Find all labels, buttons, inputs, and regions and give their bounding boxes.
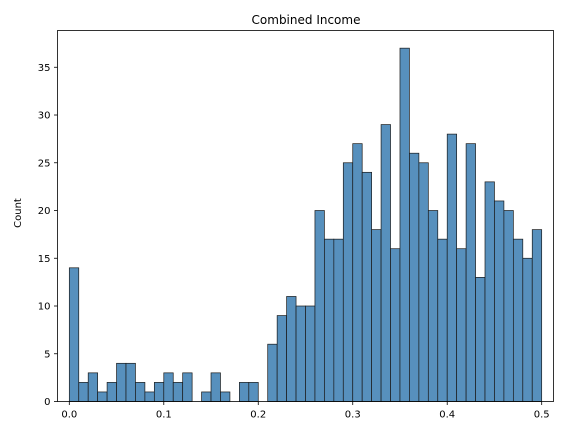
histogram-bar bbox=[182, 372, 193, 402]
histogram-bar bbox=[456, 248, 467, 402]
histogram-bar bbox=[390, 248, 401, 402]
x-tick-label: 0.2 bbox=[250, 410, 266, 421]
histogram-bar bbox=[135, 382, 146, 402]
histogram-bar bbox=[78, 382, 89, 402]
histogram-bar bbox=[144, 391, 155, 402]
histogram-bar bbox=[163, 372, 174, 402]
x-axis-ticks: 0.0 0.1 0.2 0.3 0.4 0.5 bbox=[61, 401, 550, 421]
histogram-bar bbox=[380, 124, 391, 402]
histogram-bar bbox=[361, 171, 372, 402]
histogram-bar bbox=[220, 391, 231, 402]
histogram-bar bbox=[371, 229, 382, 402]
histogram-bar bbox=[87, 372, 99, 402]
histogram-bar bbox=[522, 257, 533, 402]
histogram-bar bbox=[427, 210, 439, 402]
histogram-bar bbox=[324, 238, 335, 402]
histogram-bar bbox=[465, 143, 476, 402]
histogram-bar bbox=[475, 277, 486, 402]
histogram-bar bbox=[437, 238, 448, 402]
y-tick-label: 10 bbox=[38, 302, 51, 313]
histogram-bar bbox=[172, 382, 184, 402]
histogram-bar bbox=[239, 382, 250, 402]
x-tick-label: 0.4 bbox=[439, 410, 455, 421]
histogram-bar bbox=[201, 391, 212, 402]
histogram-bar bbox=[399, 47, 410, 402]
histogram-bar bbox=[286, 296, 297, 402]
x-tick-label: 0.0 bbox=[61, 410, 77, 421]
y-tick-label: 25 bbox=[38, 158, 51, 169]
histogram-bar bbox=[314, 210, 325, 402]
histogram-bar bbox=[494, 200, 505, 402]
histogram-bar bbox=[409, 152, 420, 402]
y-axis-ticks: 0 5 10 15 20 25 30 35 bbox=[38, 63, 58, 408]
y-axis-label: Count bbox=[13, 198, 24, 228]
histogram-bar bbox=[333, 238, 344, 402]
histogram-bar bbox=[248, 382, 259, 402]
chart-title: Combined Income bbox=[252, 13, 361, 27]
histogram-bar bbox=[295, 305, 306, 402]
plot-frame bbox=[57, 30, 554, 402]
histogram-bar bbox=[352, 143, 363, 402]
histogram-bar bbox=[153, 382, 165, 402]
histogram-bar bbox=[342, 162, 354, 402]
y-tick-label: 0 bbox=[44, 397, 50, 408]
histogram-bar bbox=[267, 343, 278, 402]
y-tick-label: 35 bbox=[38, 63, 51, 74]
histogram-bar bbox=[125, 362, 136, 402]
histogram-bar bbox=[276, 315, 287, 402]
histogram-bar bbox=[446, 133, 458, 402]
histogram-bar bbox=[503, 210, 514, 402]
histogram-bar bbox=[484, 181, 495, 402]
histogram-bar bbox=[210, 372, 221, 402]
histogram-bar bbox=[68, 267, 80, 402]
histogram-bar bbox=[305, 305, 316, 402]
histogram-bar bbox=[418, 162, 429, 402]
histogram-bar bbox=[116, 362, 127, 402]
histogram-bar bbox=[97, 391, 108, 402]
x-tick-label: 0.3 bbox=[345, 410, 361, 421]
y-tick-label: 5 bbox=[44, 349, 50, 360]
x-tick-label: 0.1 bbox=[156, 410, 172, 421]
histogram-bar bbox=[106, 382, 117, 402]
y-tick-label: 20 bbox=[38, 206, 51, 217]
histogram-bar bbox=[512, 238, 524, 402]
y-tick-label: 30 bbox=[38, 111, 51, 122]
y-tick-label: 15 bbox=[38, 254, 51, 265]
bars-group bbox=[68, 47, 543, 402]
histogram-bar bbox=[531, 229, 543, 402]
x-tick-label: 0.5 bbox=[534, 410, 550, 421]
